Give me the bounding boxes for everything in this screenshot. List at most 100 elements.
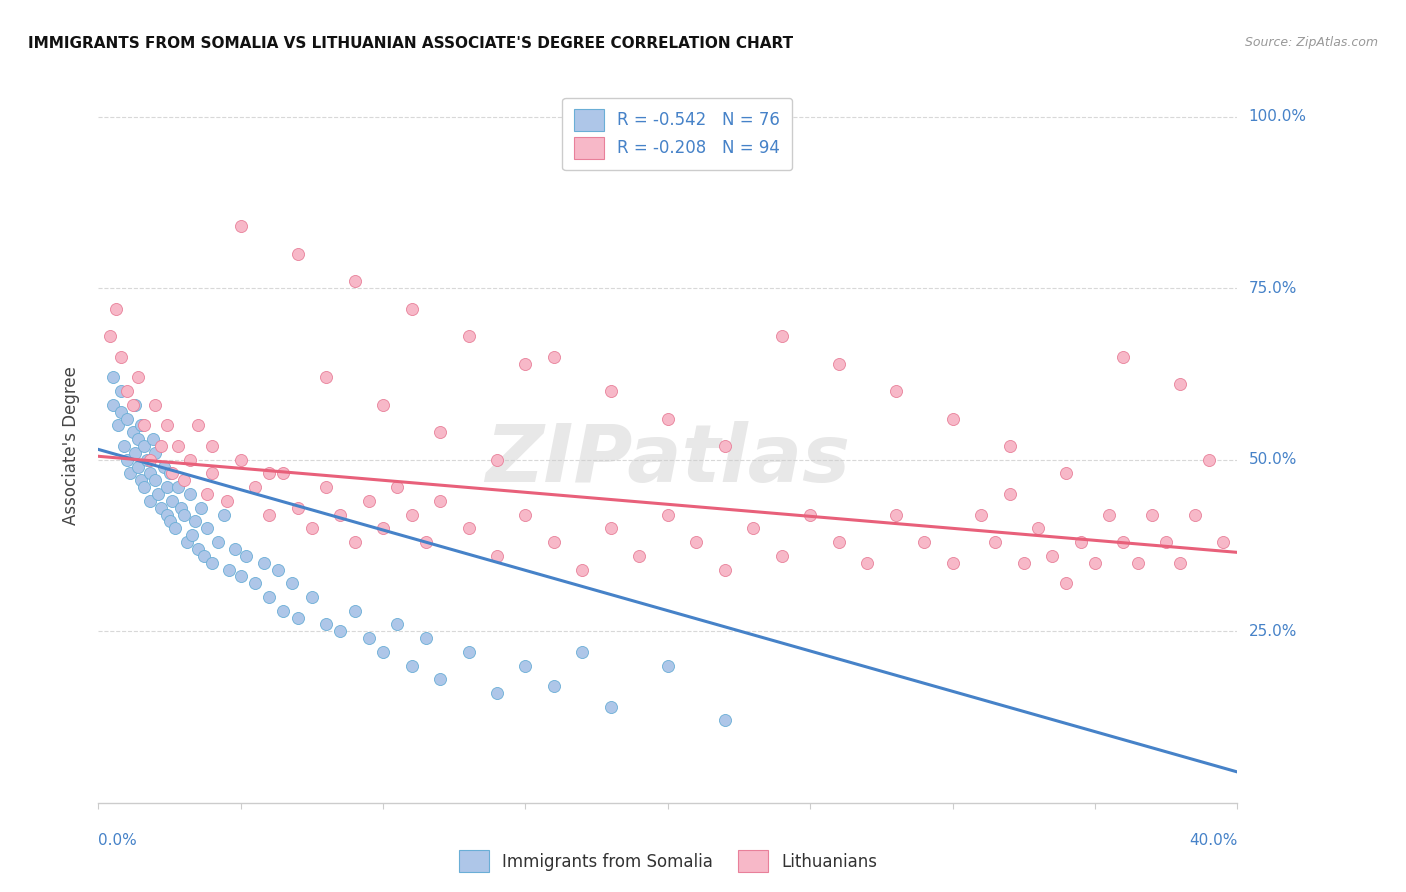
Point (571, 645, 593, 659)
Point (742, 521, 765, 535)
Point (543, 535, 565, 549)
Point (600, 699, 623, 714)
Point (259, 508, 281, 522)
Point (167, 439, 190, 453)
Point (235, 549, 257, 563)
Point (287, 247, 309, 261)
Point (415, 535, 437, 549)
Point (190, 500, 212, 515)
Point (486, 686, 509, 700)
Point (343, 535, 366, 549)
Point (301, 590, 323, 604)
Point (600, 384, 623, 398)
Point (515, 508, 537, 522)
Point (657, 411, 679, 425)
Point (1112, 535, 1135, 549)
Point (1140, 508, 1163, 522)
Point (121, 398, 143, 412)
Point (714, 714, 737, 728)
Point (429, 494, 451, 508)
Point (156, 480, 179, 494)
Point (799, 508, 821, 522)
Point (1126, 556, 1149, 570)
Point (259, 467, 281, 481)
Point (387, 617, 409, 632)
Text: 50.0%: 50.0% (1249, 452, 1296, 467)
Point (167, 480, 190, 494)
Point (224, 541, 246, 556)
Text: 0.0%: 0.0% (98, 833, 138, 848)
Point (970, 508, 993, 522)
Point (486, 549, 509, 563)
Point (150, 500, 173, 515)
Point (176, 535, 198, 549)
Point (201, 556, 224, 570)
Point (153, 459, 176, 474)
Point (215, 494, 238, 508)
Point (828, 357, 851, 371)
Point (387, 480, 409, 494)
Point (401, 301, 423, 316)
Point (162, 467, 184, 481)
Point (138, 494, 160, 508)
Point (98, 329, 121, 343)
Point (212, 508, 235, 522)
Point (373, 521, 395, 535)
Point (315, 480, 337, 494)
Text: 40.0%: 40.0% (1189, 833, 1237, 848)
Point (132, 480, 155, 494)
Point (127, 459, 149, 474)
Point (770, 549, 793, 563)
Point (101, 398, 124, 412)
Point (998, 439, 1021, 453)
Point (195, 487, 218, 501)
Point (162, 494, 184, 508)
Point (138, 452, 160, 467)
Point (884, 384, 907, 398)
Point (156, 508, 179, 522)
Point (543, 679, 565, 693)
Point (515, 658, 537, 673)
Point (884, 508, 907, 522)
Point (273, 467, 295, 481)
Point (343, 604, 366, 618)
Point (218, 562, 240, 576)
Point (207, 535, 229, 549)
Point (127, 370, 149, 384)
Point (457, 329, 479, 343)
Point (1026, 521, 1049, 535)
Text: Source: ZipAtlas.com: Source: ZipAtlas.com (1244, 36, 1378, 49)
Point (329, 508, 352, 522)
Point (135, 452, 157, 467)
Point (184, 515, 207, 529)
Point (104, 301, 127, 316)
Point (401, 658, 423, 673)
Point (156, 418, 179, 433)
Point (181, 528, 204, 542)
Point (243, 576, 266, 591)
Point (112, 439, 135, 453)
Point (357, 631, 380, 645)
Point (187, 541, 209, 556)
Point (281, 576, 304, 591)
Point (110, 405, 132, 419)
Point (657, 508, 679, 522)
Point (1198, 452, 1220, 467)
Point (148, 487, 170, 501)
Point (1184, 508, 1206, 522)
Point (600, 521, 623, 535)
Point (287, 610, 309, 624)
Point (657, 658, 679, 673)
Point (714, 562, 737, 576)
Point (165, 521, 187, 535)
Point (628, 549, 651, 563)
Point (1170, 556, 1192, 570)
Point (201, 467, 224, 481)
Point (1112, 350, 1135, 364)
Point (1170, 377, 1192, 392)
Point (315, 370, 337, 384)
Point (1040, 549, 1063, 563)
Point (187, 418, 209, 433)
Point (159, 515, 181, 529)
Point (145, 446, 167, 460)
